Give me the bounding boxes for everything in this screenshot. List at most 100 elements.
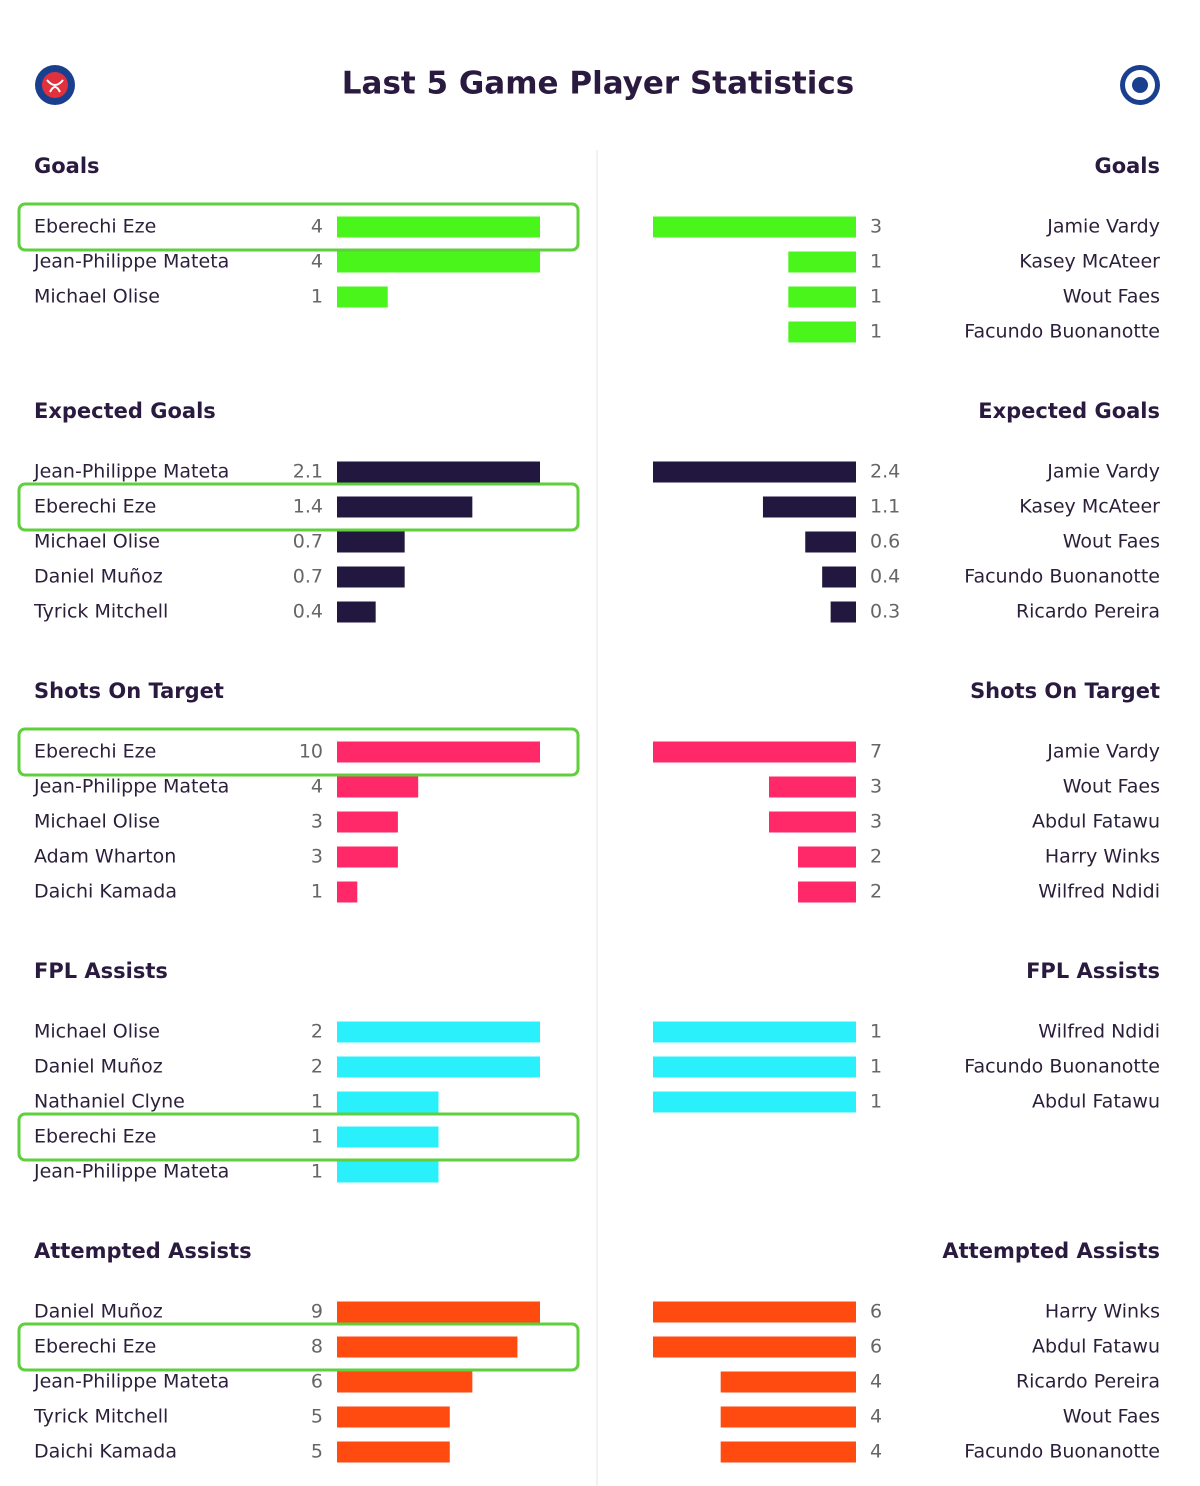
bar (337, 496, 473, 518)
player-name: Jean-Philippe Mateta (33, 1371, 229, 1393)
value-label: 9 (311, 1301, 323, 1323)
player-name: Daichi Kamada (34, 1441, 177, 1463)
bar (822, 566, 856, 588)
value-label: 4 (870, 1441, 882, 1463)
section-title: Shots On Target (970, 679, 1160, 703)
player-name: Harry Winks (1045, 1301, 1160, 1323)
value-label: 4 (870, 1371, 882, 1393)
player-name: Wilfred Ndidi (1038, 881, 1160, 903)
bar (337, 216, 540, 238)
value-label: 0.4 (293, 601, 323, 623)
section-title: FPL Assists (1026, 959, 1160, 983)
value-label: 4 (311, 776, 323, 798)
bar (337, 1161, 439, 1183)
bar (337, 286, 388, 308)
player-name: Michael Olise (34, 1021, 160, 1043)
bar (337, 1371, 473, 1393)
away-badge (1120, 65, 1160, 105)
player-name: Facundo Buonanotte (964, 1441, 1160, 1463)
bar (337, 1301, 540, 1323)
section-title: Goals (1094, 154, 1160, 178)
value-label: 6 (311, 1371, 323, 1393)
player-name: Jamie Vardy (1046, 216, 1160, 238)
value-label: 1 (870, 1056, 882, 1078)
value-label: 0.3 (870, 601, 900, 623)
bar (830, 601, 856, 623)
bar (805, 531, 856, 553)
value-label: 2 (870, 846, 882, 868)
player-name: Jean-Philippe Mateta (33, 251, 229, 273)
player-name: Ricardo Pereira (1016, 1371, 1160, 1393)
player-name: Adam Wharton (34, 846, 176, 868)
home-badge (35, 65, 75, 105)
bar (337, 1336, 518, 1358)
bar (720, 1406, 856, 1428)
player-name: Jean-Philippe Mateta (33, 776, 229, 798)
bar (653, 216, 856, 238)
bar (653, 461, 856, 483)
player-name: Jamie Vardy (1046, 461, 1160, 483)
section-title: Attempted Assists (942, 1239, 1160, 1263)
value-label: 2 (311, 1056, 323, 1078)
player-name: Wout Faes (1063, 286, 1160, 308)
bar (337, 846, 398, 868)
value-label: 8 (311, 1336, 323, 1358)
player-name: Wout Faes (1063, 776, 1160, 798)
player-name: Abdul Fatawu (1032, 1091, 1160, 1113)
value-label: 10 (299, 741, 323, 763)
bar (798, 881, 856, 903)
bar (653, 1301, 856, 1323)
bar (788, 286, 856, 308)
player-name: Eberechi Eze (34, 1126, 156, 1148)
bar (337, 461, 540, 483)
player-name: Michael Olise (34, 531, 160, 553)
highlight-box (17, 727, 580, 777)
player-name: Daniel Muñoz (34, 566, 163, 588)
player-name: Abdul Fatawu (1032, 1336, 1160, 1358)
highlight-box (17, 1112, 580, 1162)
bar (653, 1336, 856, 1358)
player-name: Nathaniel Clyne (34, 1091, 185, 1113)
player-name: Harry Winks (1045, 846, 1160, 868)
bar (798, 846, 856, 868)
section-title: Expected Goals (34, 399, 216, 423)
value-label: 2 (870, 881, 882, 903)
highlight-box (17, 1322, 580, 1372)
bar (337, 601, 376, 623)
player-name: Wilfred Ndidi (1038, 1021, 1160, 1043)
player-name: Facundo Buonanotte (964, 321, 1160, 343)
player-name: Daniel Muñoz (34, 1301, 163, 1323)
bar (762, 496, 856, 518)
bar (337, 741, 540, 763)
bar (337, 251, 540, 273)
value-label: 4 (311, 216, 323, 238)
value-label: 1 (870, 286, 882, 308)
value-label: 3 (311, 846, 323, 868)
bar (788, 321, 856, 343)
value-label: 5 (311, 1406, 323, 1428)
bar (337, 566, 405, 588)
value-label: 1.1 (870, 496, 900, 518)
player-name: Jamie Vardy (1046, 741, 1160, 763)
bar (769, 811, 856, 833)
bar (337, 776, 419, 798)
value-label: 5 (311, 1441, 323, 1463)
player-name: Facundo Buonanotte (964, 1056, 1160, 1078)
bar (337, 1441, 450, 1463)
value-label: 1 (870, 321, 882, 343)
player-name: Eberechi Eze (34, 216, 156, 238)
player-name: Ricardo Pereira (1016, 601, 1160, 623)
value-label: 2.4 (870, 461, 900, 483)
bar (653, 1056, 856, 1078)
value-label: 2 (311, 1021, 323, 1043)
player-name: Abdul Fatawu (1032, 811, 1160, 833)
value-label: 6 (870, 1301, 882, 1323)
value-label: 1 (870, 1091, 882, 1113)
bar (337, 881, 358, 903)
value-label: 3 (311, 811, 323, 833)
highlight-box (17, 202, 580, 252)
value-label: 1 (870, 251, 882, 273)
value-label: 4 (311, 251, 323, 273)
value-label: 1 (311, 286, 323, 308)
value-label: 7 (870, 741, 882, 763)
